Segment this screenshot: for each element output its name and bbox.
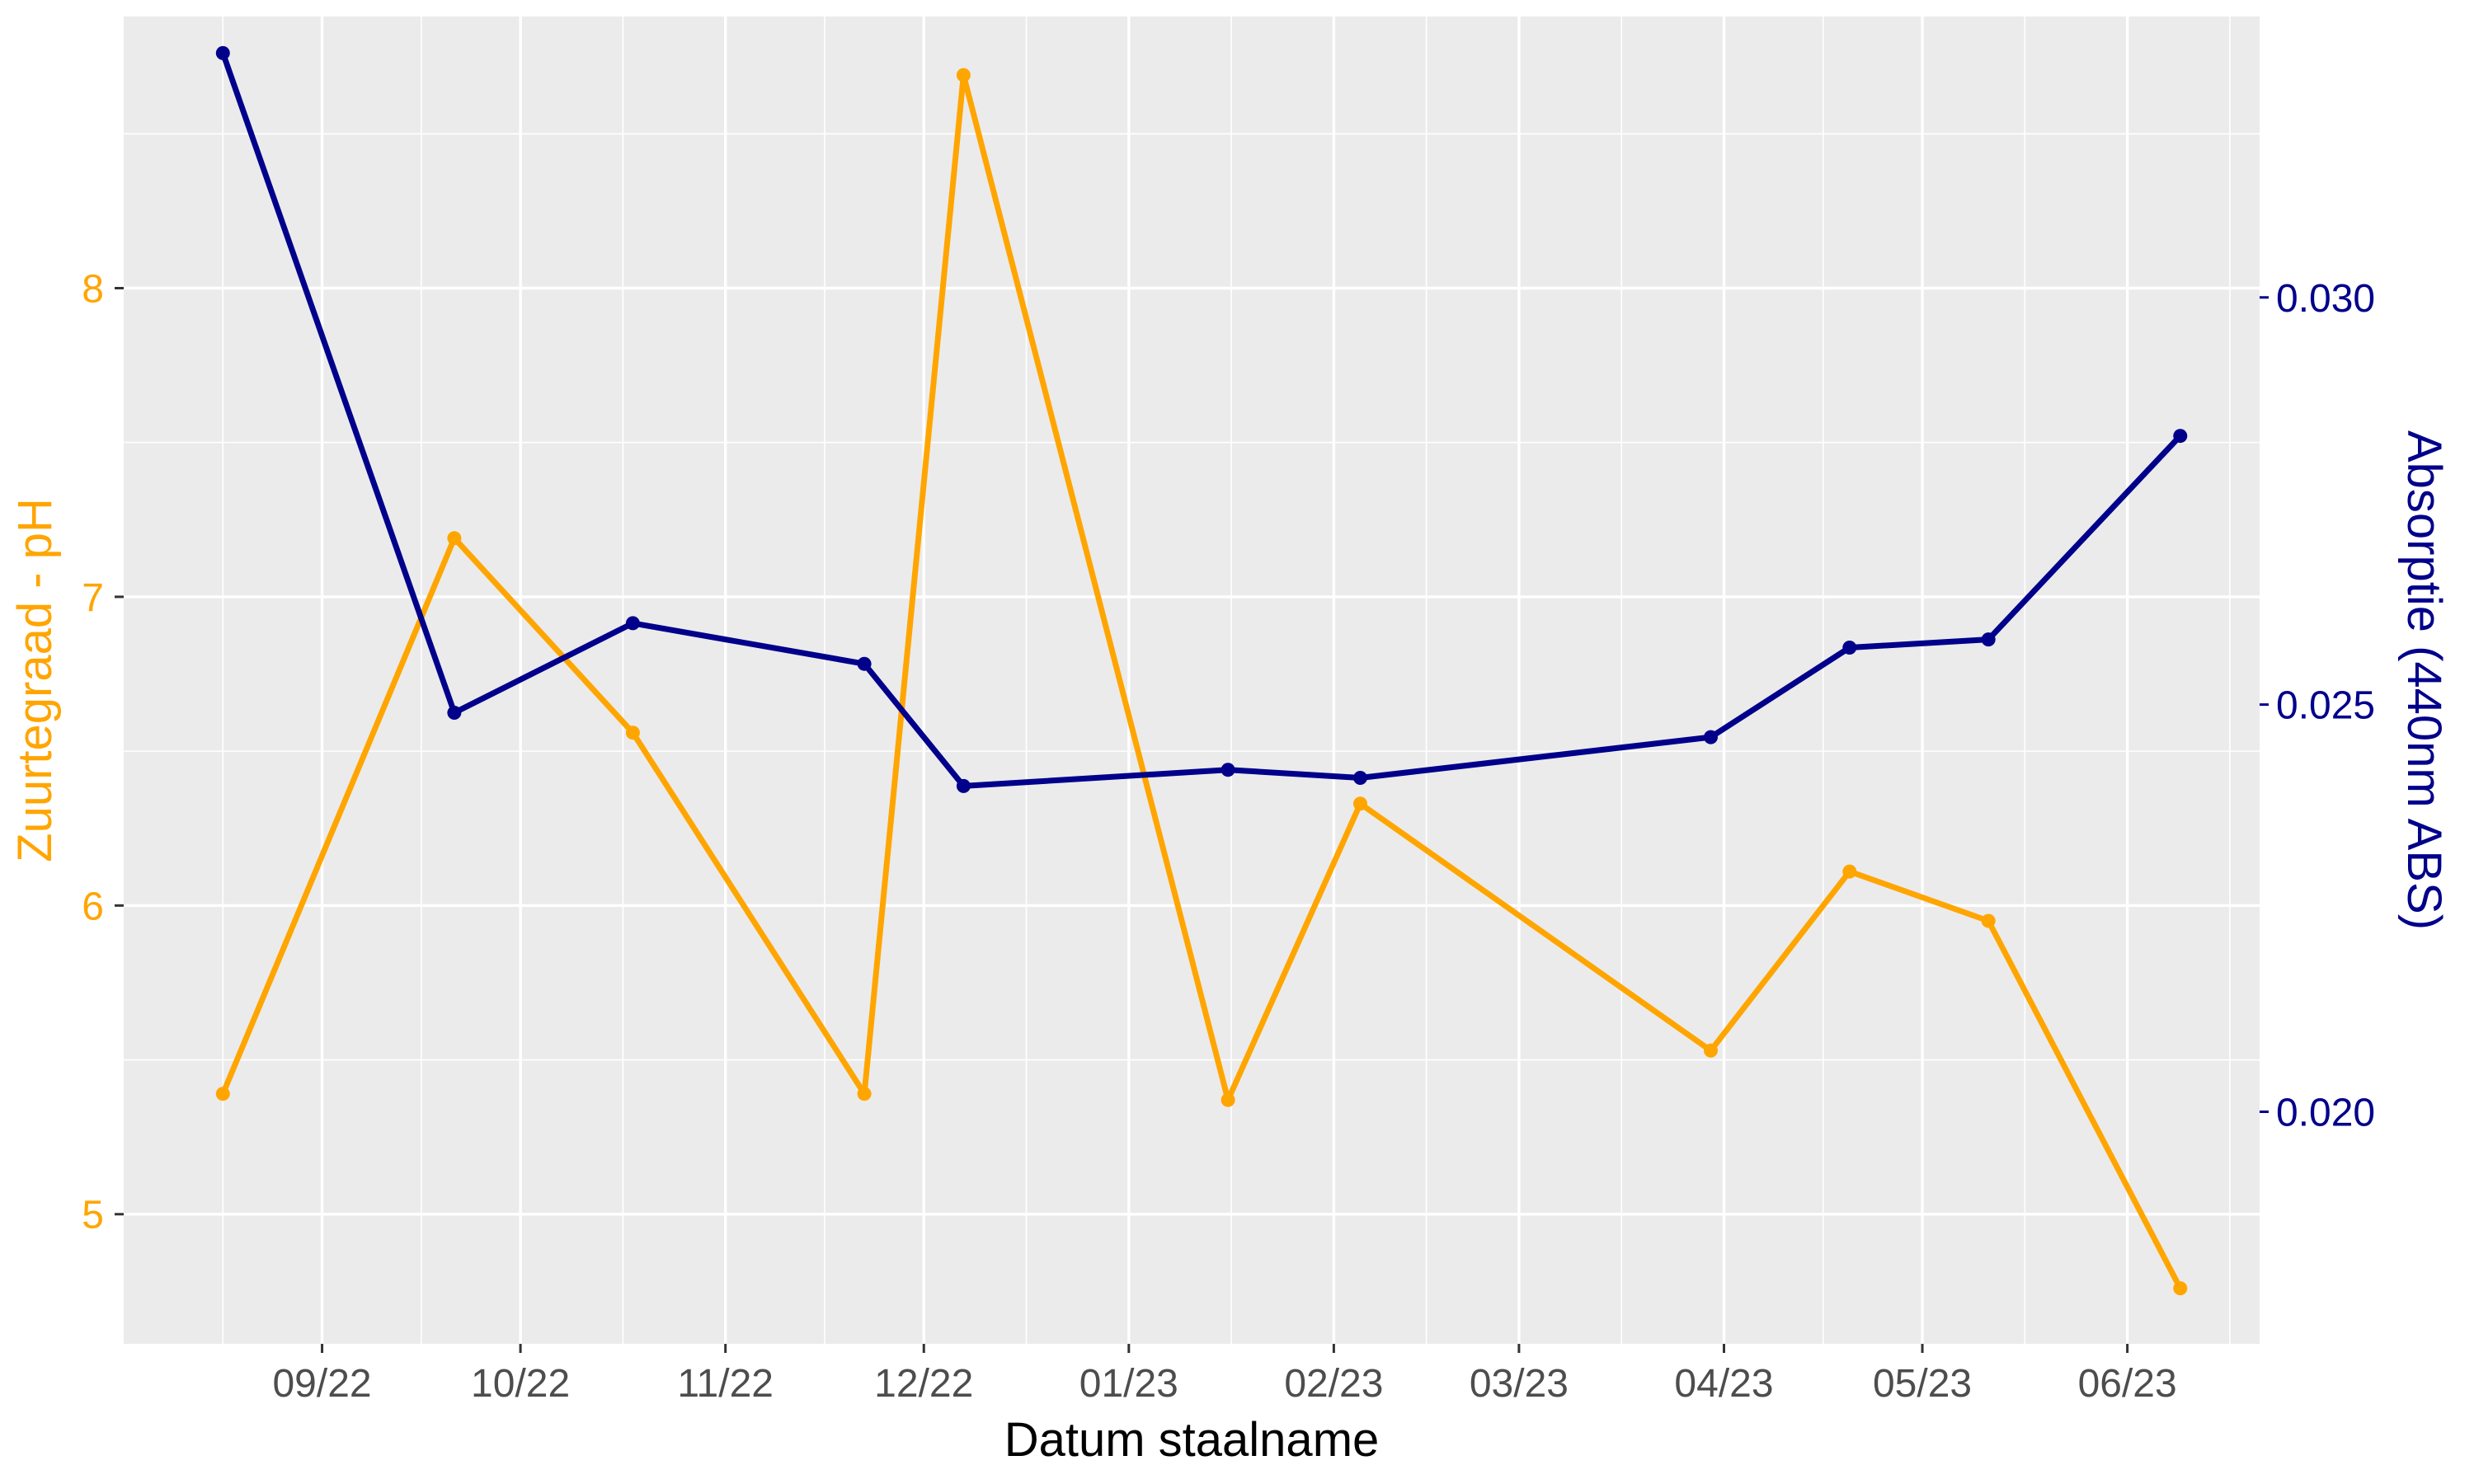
grid-minor	[124, 16, 2260, 1344]
absorptie-data-point	[215, 45, 230, 60]
ph-data-point	[956, 68, 971, 82]
y-left-tick-label: 7	[82, 576, 104, 620]
absorptie-data-point	[447, 706, 462, 720]
ph-data-point	[1842, 864, 1857, 879]
absorptie-data-point	[1353, 771, 1367, 785]
x-tick-label: 04/23	[1674, 1362, 1773, 1406]
y-left-tick-label: 6	[82, 885, 104, 928]
absorptie-data-point	[1842, 641, 1857, 655]
ph-data-point	[1353, 796, 1367, 811]
y-axis-right-title: Absorptie (440nm ABS)	[2397, 430, 2451, 930]
absorptie-data-point	[1981, 632, 1996, 647]
x-tick-label: 06/23	[2078, 1362, 2177, 1406]
x-tick-label: 05/23	[1873, 1362, 1972, 1406]
ph-data-point	[625, 726, 640, 740]
ph-data-point	[215, 1087, 230, 1101]
absorptie-data-point	[1221, 763, 1235, 777]
grid-major	[124, 16, 2260, 1344]
y-right-tick-label: 0.030	[2276, 277, 2375, 321]
ph-data-point	[1221, 1092, 1235, 1107]
ph-data-point	[2173, 1281, 2188, 1296]
x-axis-title: Datum staalname	[1004, 1413, 1380, 1467]
absorptie-data-point	[857, 656, 872, 671]
plot-panel	[124, 16, 2260, 1344]
absorptie-data-point	[956, 778, 971, 793]
y-axis-left: 5 6 7 8	[82, 267, 124, 1237]
y-axis-left-title: Zuurtegraad - pH	[8, 498, 62, 862]
absorptie-data-point	[2173, 429, 2188, 444]
x-tick-label: 03/23	[1470, 1362, 1569, 1406]
ph-data-point	[1704, 1043, 1718, 1058]
y-left-tick-label: 8	[82, 267, 104, 311]
x-tick-label: 11/22	[677, 1362, 774, 1406]
x-tick-label: 12/22	[874, 1362, 973, 1406]
x-tick-label: 01/23	[1079, 1362, 1178, 1406]
y-left-tick-label: 5	[82, 1194, 104, 1237]
ph-data-point	[857, 1087, 872, 1101]
absorptie-data-point	[1704, 730, 1718, 744]
series-layer	[215, 45, 2188, 1296]
x-tick-label: 02/23	[1284, 1362, 1383, 1406]
ph-data-point	[1981, 913, 1996, 928]
x-axis: 09/22 10/22 11/22 12/22 01/23 02/23 03/23 04/23…	[272, 1344, 2177, 1406]
x-tick-label: 10/22	[471, 1362, 570, 1406]
y-right-tick-label: 0.020	[2276, 1091, 2375, 1134]
absorptie-data-point	[625, 616, 640, 631]
y-right-tick-label: 0.025	[2276, 684, 2375, 728]
x-tick-label: 09/22	[272, 1362, 371, 1406]
y-axis-right: 0.020 0.025 0.030	[2260, 277, 2375, 1134]
ph-data-point	[447, 531, 462, 546]
